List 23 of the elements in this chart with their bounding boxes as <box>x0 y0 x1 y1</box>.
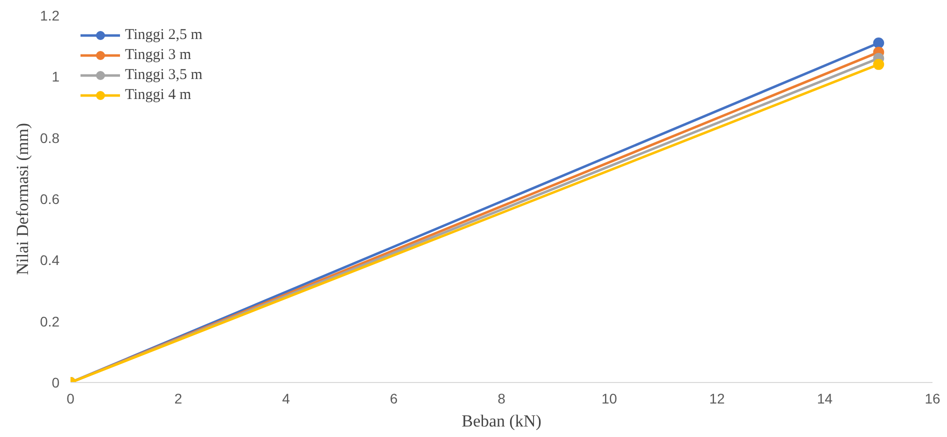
legend-label: Tinggi 3 m <box>125 46 192 64</box>
y-tick-label: 1 <box>52 68 60 85</box>
y-tick-label: 0.8 <box>40 130 60 146</box>
y-tick-label: 1.2 <box>40 8 60 24</box>
legend-label: Tinggi 3,5 m <box>125 66 202 84</box>
y-tick-label: 0.2 <box>40 313 60 330</box>
x-tick-label: 8 <box>498 390 506 406</box>
legend-label: Tinggi 2,5 m <box>125 26 202 44</box>
x-tick-label: 6 <box>390 390 398 406</box>
x-tick-label: 0 <box>66 390 75 406</box>
x-tick-label: 14 <box>816 390 833 406</box>
point <box>873 38 884 49</box>
y-axis-title: Nilai Deformasi (mm) <box>13 122 32 276</box>
y-tick-label: 0 <box>52 374 60 390</box>
x-tick-label: 16 <box>924 390 940 406</box>
y-tick-label: 0.4 <box>40 252 60 268</box>
y-tick-label: 0.6 <box>40 191 60 207</box>
x-tick-label: 4 <box>282 390 290 406</box>
x-tick-label: 12 <box>709 390 725 406</box>
x-axis-title: Beban (kN) <box>462 412 542 430</box>
x-tick-label: 2 <box>174 390 182 406</box>
legend-label: Tinggi 4 m <box>125 86 192 104</box>
x-tick-label: 10 <box>601 390 618 406</box>
